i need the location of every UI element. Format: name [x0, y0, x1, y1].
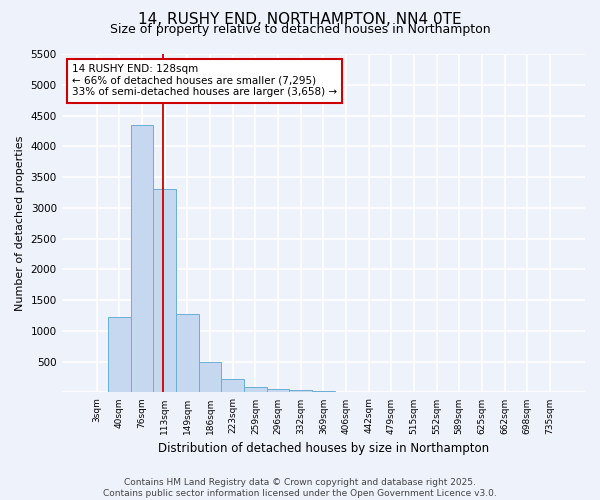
Bar [266, 389, 289, 392]
Bar [131, 125, 154, 392]
Bar [312, 390, 335, 392]
Bar [199, 362, 221, 392]
Text: Contains HM Land Registry data © Crown copyright and database right 2025.
Contai: Contains HM Land Registry data © Crown c… [103, 478, 497, 498]
Text: 14 RUSHY END: 128sqm
← 66% of detached houses are smaller (7,295)
33% of semi-de: 14 RUSHY END: 128sqm ← 66% of detached h… [72, 64, 337, 98]
Bar [289, 390, 312, 392]
Bar [108, 316, 131, 392]
Text: 14, RUSHY END, NORTHAMPTON, NN4 0TE: 14, RUSHY END, NORTHAMPTON, NN4 0TE [138, 12, 462, 28]
Bar [154, 190, 176, 392]
Bar [176, 314, 199, 392]
Text: Size of property relative to detached houses in Northampton: Size of property relative to detached ho… [110, 22, 490, 36]
Y-axis label: Number of detached properties: Number of detached properties [15, 136, 25, 311]
X-axis label: Distribution of detached houses by size in Northampton: Distribution of detached houses by size … [158, 442, 489, 455]
Bar [244, 387, 266, 392]
Bar [221, 379, 244, 392]
